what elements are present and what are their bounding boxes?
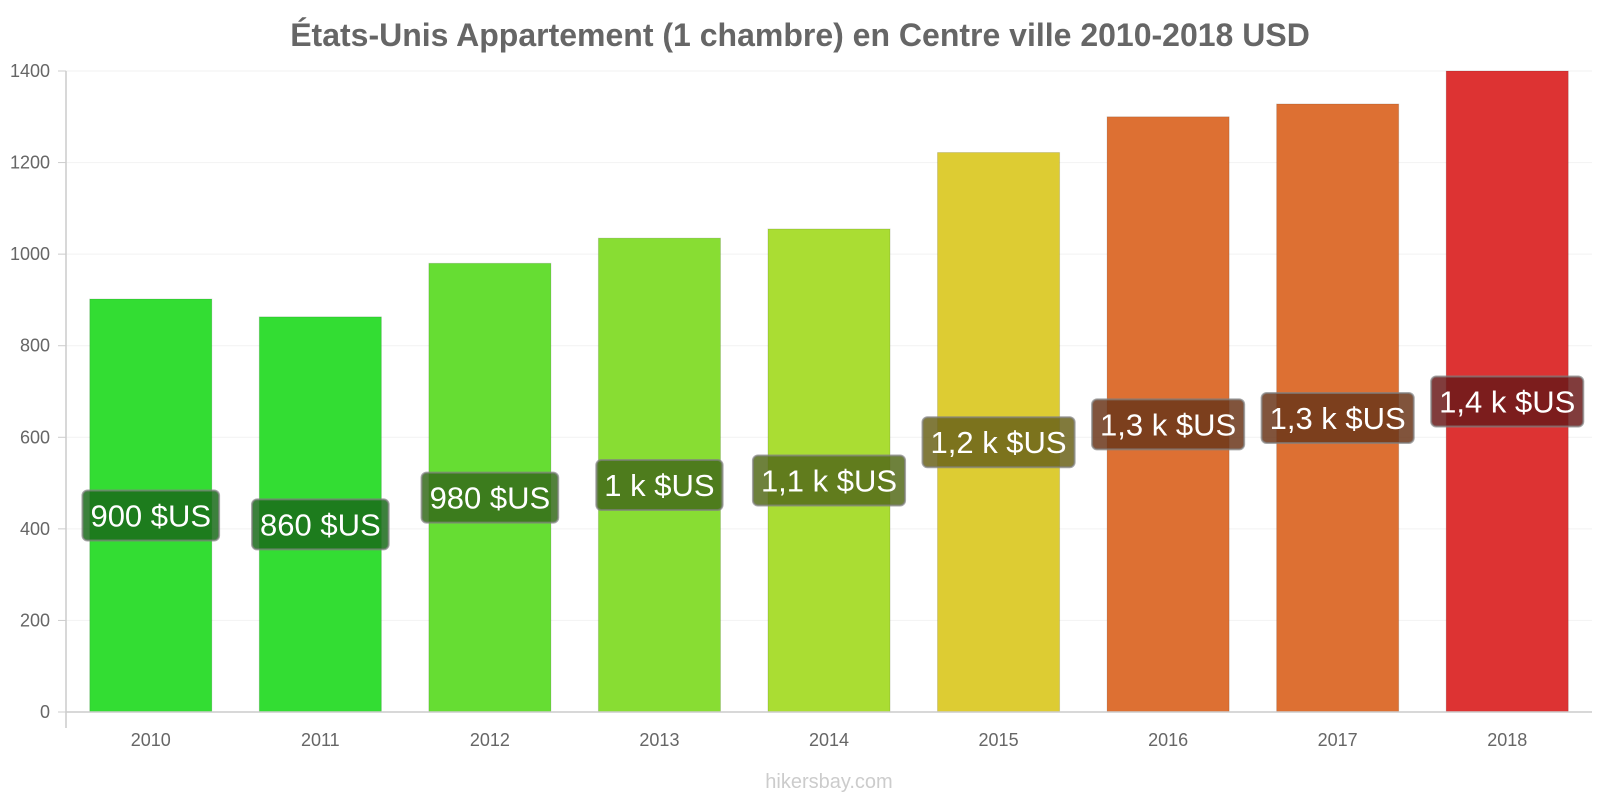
y-tick-label-400: 400 xyxy=(20,519,50,539)
x-axis: 2010 2011 2012 2013 2014 2015 2016 2017 2018 xyxy=(66,711,1592,750)
y-tick-label-1200: 1200 xyxy=(10,153,50,173)
data-label-2010: 900 $US xyxy=(90,499,211,534)
y-tick-label-0: 0 xyxy=(40,702,50,722)
data-label-2016: 1,3 k $US xyxy=(1100,407,1236,442)
x-tick-label-2016: 2016 xyxy=(1148,730,1188,750)
x-tick-label-2011: 2011 xyxy=(301,730,340,750)
y-tick-label-800: 800 xyxy=(20,336,50,356)
bars xyxy=(89,70,1569,713)
data-label-2018: 1,4 k $US xyxy=(1439,385,1575,420)
x-tick-label-2012: 2012 xyxy=(470,730,510,750)
credit-text[interactable]: hikersbay.com xyxy=(765,771,892,793)
data-label-bg-2011 xyxy=(251,498,390,551)
x-tick-label-2015: 2015 xyxy=(979,730,1019,750)
data-label-bg-2013 xyxy=(595,459,724,512)
data-label-bg-2018 xyxy=(1430,375,1585,428)
data-label-2014: 1,1 k $US xyxy=(761,463,897,498)
data-label-bg-2012 xyxy=(420,471,560,524)
x-tick-label-2013: 2013 xyxy=(639,730,679,750)
x-tick-label-2014: 2014 xyxy=(809,730,849,750)
y-tick-label-200: 200 xyxy=(20,610,50,630)
data-label-2012: 980 $US xyxy=(430,481,551,516)
chart-title: États-Unis Appartement (1 chambre) en Ce… xyxy=(290,17,1310,53)
data-label-bg-2015 xyxy=(921,416,1076,469)
data-label-bg-2017 xyxy=(1260,391,1415,444)
data-label-bg-2014 xyxy=(751,454,907,507)
data-label-bg-2016 xyxy=(1091,398,1246,451)
x-tick-label-2010: 2010 xyxy=(131,730,171,750)
y-tick-label-600: 600 xyxy=(20,427,50,447)
data-label-2011: 860 $US xyxy=(260,507,381,542)
x-tick-label-2018: 2018 xyxy=(1487,730,1527,750)
x-tick-label-2017: 2017 xyxy=(1318,730,1358,750)
data-label-2013: 1 k $US xyxy=(604,468,714,503)
data-label-2015: 1,2 k $US xyxy=(930,425,1066,460)
data-label-bg-2010 xyxy=(81,489,221,542)
y-tick-label-1000: 1000 xyxy=(10,244,50,264)
data-labels: 900 $US 860 $US 980 $US 1 k $US 1,1 k $US 1,2… xyxy=(81,375,1585,551)
data-label-2017: 1,3 k $US xyxy=(1270,401,1406,436)
y-tick-label-1400: 1400 xyxy=(10,61,50,81)
y-axis: 0 200 400 600 800 1000 1200 1400 xyxy=(10,61,67,728)
